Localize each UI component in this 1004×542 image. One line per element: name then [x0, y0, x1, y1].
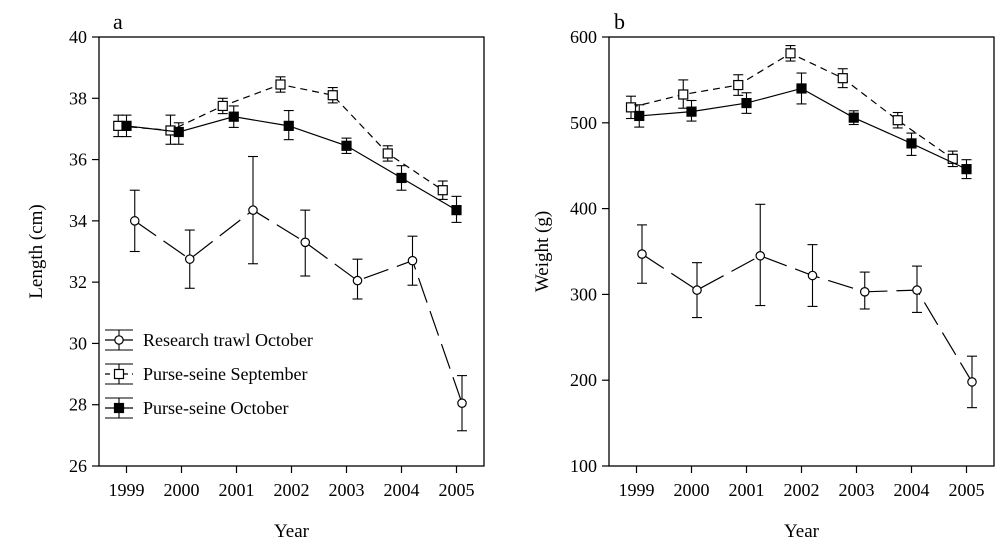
- y-tick-label: 500: [570, 113, 597, 133]
- data-point: [848, 112, 859, 123]
- data-point: [807, 270, 818, 281]
- y-tick-label: 100: [570, 456, 597, 476]
- data-point: [796, 83, 807, 94]
- y-tick-label: 300: [570, 284, 597, 304]
- y-tick-label: 40: [69, 27, 87, 47]
- y-tick-label: 200: [570, 370, 597, 390]
- series-open-circle: [637, 203, 977, 409]
- series-filled-square: [121, 105, 462, 223]
- x-tick-label: 2001: [219, 480, 255, 500]
- data-point: [741, 97, 752, 109]
- data-point: [947, 153, 958, 164]
- data-point: [692, 285, 702, 295]
- y-tick-label: 600: [570, 27, 597, 47]
- series-open-square: [625, 45, 958, 168]
- legend-marker: [114, 335, 124, 345]
- y-tick-label: 30: [69, 333, 87, 353]
- y-tick-label: 28: [69, 395, 87, 415]
- panel-label: a: [113, 9, 123, 34]
- data-point: [283, 120, 294, 131]
- y-tick-label: 32: [69, 272, 87, 292]
- data-point: [341, 140, 352, 151]
- data-point: [407, 255, 418, 266]
- data-point: [217, 100, 228, 112]
- chart-panel-a: 26 28 30 32 34 36 38 40 1999 2000 2001 2002 2003 2004…: [26, 9, 485, 542]
- y-tick-label: 400: [570, 199, 597, 219]
- data-point: [129, 216, 140, 226]
- data-point: [396, 172, 407, 184]
- panel-label: b: [614, 9, 625, 34]
- x-tick-label: 2000: [674, 480, 710, 500]
- data-point: [678, 89, 689, 100]
- x-axis-label: Year: [784, 521, 820, 542]
- x-axis-label: Year: [274, 521, 310, 542]
- data-point: [912, 285, 922, 295]
- x-tick-label: 2004: [384, 480, 420, 500]
- data-point: [121, 120, 132, 131]
- y-axis-label: Weight (g): [532, 211, 553, 292]
- data-point: [785, 48, 796, 59]
- x-tick-label: 2001: [729, 480, 765, 500]
- y-tick-label: 34: [69, 211, 87, 231]
- series-line: [118, 83, 444, 191]
- x-tick-label: 1999: [619, 480, 655, 500]
- data-point: [686, 106, 697, 117]
- legend: Research trawl October Purse-seine Septem…: [105, 329, 313, 419]
- data-point: [184, 254, 195, 264]
- data-point: [437, 185, 448, 196]
- x-tick-label: 2004: [894, 480, 930, 500]
- x-tick-label: 2005: [949, 480, 985, 500]
- chart-panel-b: 100 200 300 400 500 600 1999 2000 2001 2002 2003 20…: [532, 9, 995, 542]
- data-point: [837, 73, 848, 84]
- data-point: [906, 138, 917, 149]
- legend-label: Purse-seine September: [143, 364, 307, 384]
- data-point: [967, 377, 977, 387]
- series-filled-square: [634, 72, 972, 180]
- y-axis-label: Length (cm): [26, 204, 47, 298]
- x-tick-label: 2000: [164, 480, 200, 500]
- data-point: [300, 237, 311, 248]
- data-point: [248, 205, 258, 215]
- x-tick-label: 1999: [109, 480, 145, 500]
- x-tick-label: 2005: [439, 480, 475, 500]
- data-point: [892, 115, 903, 126]
- legend-marker: [113, 368, 125, 380]
- data-point: [637, 249, 647, 259]
- legend-marker: [113, 402, 125, 414]
- legend-label: Research trawl October: [143, 330, 313, 350]
- series-open-circle: [129, 155, 467, 432]
- x-tick-label: 2002: [784, 480, 820, 500]
- legend-label: Purse-seine October: [143, 398, 288, 418]
- series-line: [641, 253, 973, 383]
- data-point: [733, 79, 744, 91]
- x-tick-label: 2003: [329, 480, 365, 500]
- series-line: [630, 52, 954, 160]
- data-point: [961, 164, 972, 175]
- data-point: [625, 102, 637, 113]
- data-point: [173, 126, 184, 138]
- data-point: [634, 110, 645, 122]
- data-point: [457, 398, 467, 408]
- data-point: [228, 111, 239, 122]
- y-tick-label: 38: [69, 88, 87, 108]
- data-point: [859, 287, 870, 297]
- y-tick-label: 26: [69, 456, 87, 476]
- data-point: [755, 250, 766, 261]
- data-point: [382, 148, 393, 159]
- x-tick-label: 2003: [839, 480, 875, 500]
- x-tick-label: 2002: [274, 480, 310, 500]
- data-point: [275, 79, 286, 90]
- data-point: [327, 90, 338, 101]
- data-point: [352, 275, 363, 286]
- y-tick-label: 36: [69, 150, 87, 170]
- data-point: [451, 205, 462, 216]
